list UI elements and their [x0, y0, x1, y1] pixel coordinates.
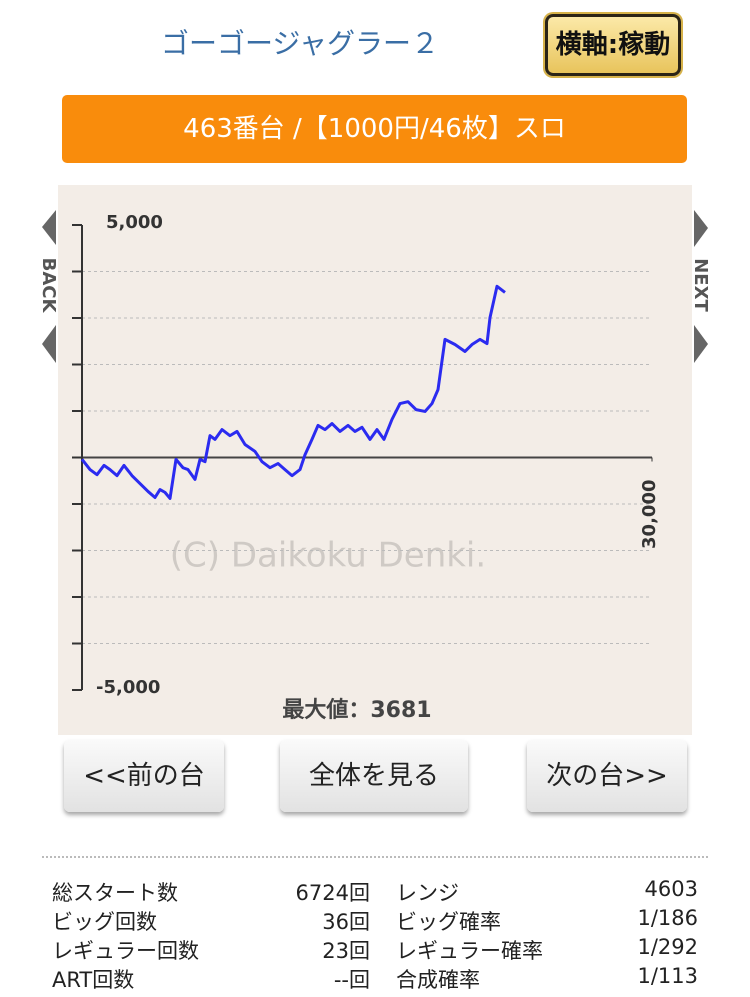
stats-cell: 1/292	[637, 935, 698, 959]
chart: BACK NEXT (C) Daikoku Denki. -5,000 5,000 3…	[38, 185, 711, 735]
stats-cell: レギュラー回数	[52, 939, 199, 963]
stats-cell: レンジ	[396, 881, 459, 905]
separator	[42, 856, 708, 858]
stats-cell: ビッグ回数	[52, 910, 157, 934]
stats-cell: 36回	[322, 910, 370, 934]
next-arrow	[694, 210, 708, 247]
machine-banner: 463番台 /【1000円/46枚】スロ	[62, 95, 687, 163]
stats-cell: 1/113	[637, 964, 698, 988]
view-all-button[interactable]: 全体を見る	[280, 740, 468, 812]
x-tick-label: 30,000	[639, 480, 660, 549]
next-button[interactable]: 次の台>>	[527, 740, 687, 812]
stats-cell: レギュラー確率	[396, 939, 543, 963]
watermark: (C) Daikoku Denki.	[170, 536, 486, 576]
chart-background	[58, 185, 692, 735]
stats-cell: --回	[333, 968, 370, 992]
next-arrow	[694, 325, 708, 363]
y-tick-label: -5,000	[96, 677, 160, 698]
stats-cell: 6724回	[295, 881, 370, 905]
back-label: BACK	[38, 258, 59, 314]
stats-cell: 23回	[322, 939, 370, 963]
stats-cell: 4603	[644, 877, 698, 901]
axis-toggle-button[interactable]: 横軸:稼動	[545, 14, 681, 76]
next-label: NEXT	[690, 258, 711, 312]
max-value-annotation: 最大値：3681	[282, 698, 431, 723]
back-nav[interactable]: BACK	[38, 210, 59, 363]
data-line	[80, 284, 506, 500]
stats-cell: 合成確率	[396, 968, 480, 992]
stats-cell: 総スタート数	[52, 881, 178, 905]
y-tick-label: 5,000	[106, 212, 163, 233]
stats-cell: 1/186	[637, 906, 698, 930]
back-arrow	[42, 210, 56, 245]
stats-cell: ART回数	[52, 968, 135, 992]
stats-cell: ビッグ確率	[396, 910, 501, 934]
page-title: ゴーゴージャグラー２	[160, 27, 440, 60]
back-arrow	[42, 325, 56, 363]
prev-button[interactable]: <<前の台	[64, 740, 224, 812]
next-nav[interactable]: NEXT	[690, 210, 711, 363]
